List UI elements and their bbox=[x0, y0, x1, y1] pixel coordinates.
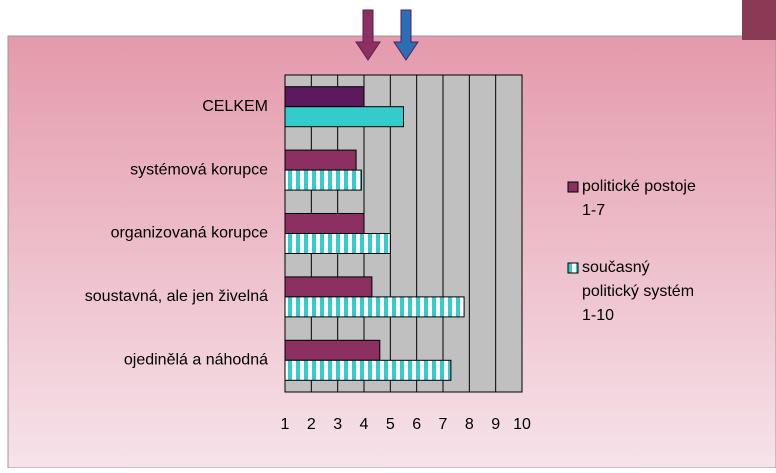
y-tick-label: organizovaná korupce bbox=[111, 225, 269, 242]
y-tick-label: CELKEM bbox=[202, 98, 268, 115]
bar bbox=[284, 296, 465, 318]
y-tick-label: soustavná, ale jen živelná bbox=[85, 288, 268, 305]
bar bbox=[284, 213, 365, 234]
corner-block bbox=[742, 0, 776, 40]
bar bbox=[284, 149, 357, 171]
x-tick-label: 4 bbox=[360, 416, 369, 433]
legend-swatch bbox=[567, 262, 579, 274]
bar bbox=[284, 169, 362, 191]
legend-label: současný politický systém 1-10 bbox=[582, 259, 694, 324]
arrow bbox=[355, 9, 381, 61]
bar bbox=[284, 276, 373, 298]
bar bbox=[284, 106, 404, 128]
y-tick-label: ojedinělá a náhodná bbox=[124, 352, 268, 369]
x-tick-label: 7 bbox=[439, 416, 448, 433]
x-tick-label: 6 bbox=[412, 416, 421, 433]
x-tick-label: 2 bbox=[307, 416, 316, 433]
x-tick-label: 5 bbox=[386, 416, 395, 433]
x-tick-label: 1 bbox=[281, 416, 290, 433]
bar bbox=[284, 86, 365, 108]
x-tick-label: 10 bbox=[513, 416, 531, 433]
bar bbox=[284, 339, 381, 361]
x-tick-label: 3 bbox=[333, 416, 342, 433]
x-tick-label: 9 bbox=[491, 416, 500, 433]
bar bbox=[284, 359, 452, 381]
legend-swatch bbox=[567, 181, 579, 193]
arrow bbox=[393, 9, 419, 61]
legend-label: politické postoje 1-7 bbox=[582, 178, 696, 219]
x-tick-label: 8 bbox=[465, 416, 474, 433]
bar bbox=[284, 233, 391, 254]
y-tick-label: systémová korupce bbox=[130, 161, 268, 178]
